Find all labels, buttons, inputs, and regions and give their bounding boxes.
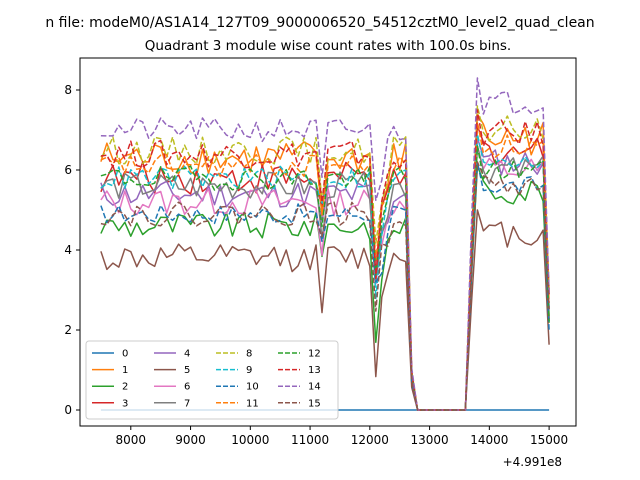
axes-frame [79, 57, 577, 427]
x-tick-label: 10000 [231, 433, 269, 447]
legend-label: 0 [122, 349, 128, 360]
x-tick-label: 13000 [410, 433, 448, 447]
y-tick-label: 8 [64, 83, 72, 97]
legend-label: 12 [308, 349, 321, 360]
chart-title: Quadrant 3 module wise count rates with … [145, 38, 511, 54]
x-offset-label: +4.991e8 [503, 455, 562, 469]
series-line-13 [100, 109, 550, 411]
legend-box [85, 340, 339, 420]
axes: 8000 9000 10000 11000 12000 13000 14000 15000 0 2… [64, 57, 577, 447]
legend-label: 1 [122, 365, 128, 376]
x-tick-label: 12000 [351, 433, 389, 447]
series-line-5 [100, 209, 550, 411]
legend-label: 6 [184, 382, 190, 393]
y-tick-label: 0 [64, 403, 72, 417]
legend-label: 3 [122, 398, 128, 409]
legend-label: 15 [308, 398, 321, 409]
x-tick-label: 9000 [175, 433, 206, 447]
x-tick-label: 15000 [530, 433, 568, 447]
legend-label: 10 [246, 382, 259, 393]
series-line-10 [100, 161, 550, 411]
legend-label: 5 [184, 365, 190, 376]
figure-suptitle: n file: modeM0/AS1A14_127T09_9000006520_… [45, 15, 594, 31]
legend-label: 2 [122, 382, 128, 393]
legend-label: 13 [308, 365, 321, 376]
series-line-14 [100, 77, 550, 411]
y-tick-label: 2 [64, 323, 72, 337]
y-tick-label: 4 [64, 243, 72, 257]
legend-label: 11 [246, 398, 259, 409]
legend-label: 14 [308, 382, 321, 393]
x-tick-label: 11000 [291, 433, 329, 447]
legend-label: 9 [246, 365, 252, 376]
x-tick-label: 14000 [470, 433, 508, 447]
series-lines [100, 77, 550, 411]
legend-label: 7 [184, 398, 190, 409]
legend-label: 4 [184, 349, 190, 360]
y-tick-label: 6 [64, 163, 72, 177]
series-line-15 [100, 161, 550, 411]
x-tick-label: 8000 [116, 433, 147, 447]
legend-label: 8 [246, 349, 252, 360]
